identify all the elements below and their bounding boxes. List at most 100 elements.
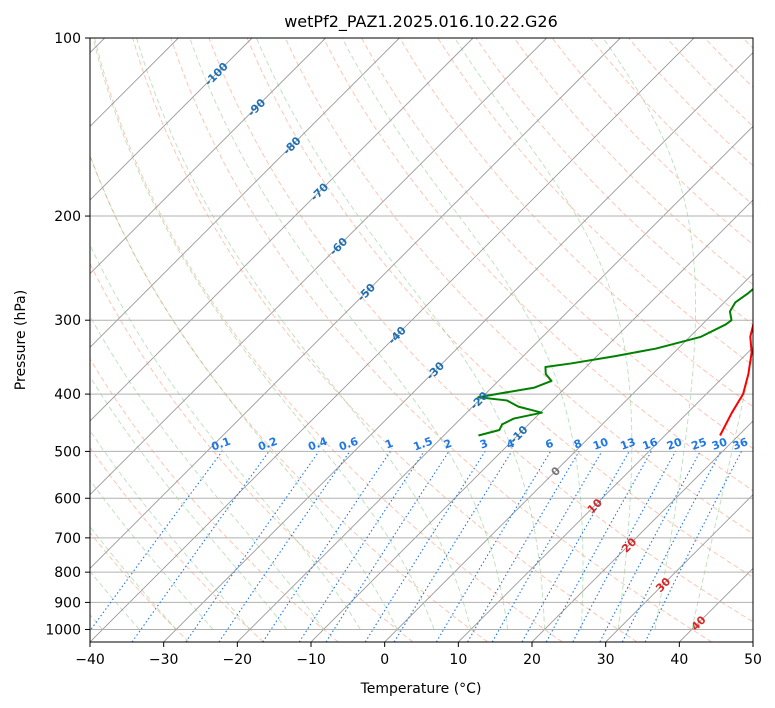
dry-adiabat-line <box>704 38 753 88</box>
dry-adiabat-line <box>284 38 753 535</box>
y-tick-label: 100 <box>54 31 81 47</box>
isotherm-line <box>90 38 400 348</box>
moist-adiabat-line <box>90 315 324 630</box>
isotherm-line <box>90 38 253 201</box>
mixing-ratio-line <box>644 451 742 642</box>
mixing-ratio-line <box>325 451 450 642</box>
y-tick-label: 700 <box>54 531 81 547</box>
y-tick-label: 900 <box>54 595 81 611</box>
isotherm-line <box>605 494 753 642</box>
isotherm-label: -60 <box>327 235 350 258</box>
isotherm-label: -100 <box>202 60 231 89</box>
isotherm-label: 10 <box>585 496 605 516</box>
moist-adiabat-line <box>341 38 584 630</box>
mixing-ratio-label: 0.4 <box>306 435 329 454</box>
isopleth-labels: 0.1 0.2 0.4 0.6 1 1.5 2 3 4 6 8 10 13 16 20 25 30 36-100-… <box>202 60 750 634</box>
moist-adiabat-line <box>255 38 545 630</box>
isotherm-label: -20 <box>468 389 491 412</box>
dry-adiabat-line <box>551 38 753 246</box>
moist-adiabat-line <box>90 526 177 630</box>
isotherm-line <box>163 52 753 642</box>
plot-frame <box>89 37 754 643</box>
dry-adiabat-line <box>170 38 712 642</box>
x-tick-label: 20 <box>523 652 541 668</box>
x-tick-label: −30 <box>149 652 179 668</box>
x-tick-label: 50 <box>744 652 762 668</box>
moist-adiabat-line <box>602 38 697 630</box>
dry-adiabat-line <box>666 38 753 128</box>
isotherm-label: -30 <box>424 359 447 382</box>
mixing-ratio-line <box>90 451 223 632</box>
axis-ticks: −40 −30 −20 −10 0 10 20 30 40 5010009008007006005… <box>45 31 762 668</box>
y-axis-label: Pressure (hPa) <box>13 290 29 390</box>
mixing-ratio-label: 2 <box>442 437 454 452</box>
isotherm-label: 40 <box>689 613 709 633</box>
moist-adiabat-line <box>136 38 472 630</box>
mixing-ratio-line <box>521 451 630 642</box>
isotherm-line <box>679 567 753 642</box>
y-tick-label: 500 <box>54 444 81 460</box>
mixing-ratio-label: 1.5 <box>412 435 435 454</box>
moist-adiabat-line <box>92 38 435 630</box>
dry-adiabat-line <box>90 154 488 642</box>
mixing-ratio-label: 25 <box>690 435 709 452</box>
isotherm-line <box>90 38 474 422</box>
isotherm-line <box>531 420 753 642</box>
dry-adiabat-line <box>90 531 190 642</box>
isotherm-label: -50 <box>355 281 378 304</box>
dry-adiabat-line <box>399 38 753 408</box>
sounding-profiles <box>477 287 753 437</box>
y-tick-label: 600 <box>54 491 81 507</box>
mixing-ratio-line <box>545 451 652 642</box>
y-tick-label: 400 <box>54 387 81 403</box>
dry-adiabat-line <box>90 446 264 642</box>
mixing-ratio-label: 3 <box>478 437 490 452</box>
dry-adiabat-line <box>589 38 753 206</box>
dry-adiabat-line <box>322 38 753 492</box>
y-tick-label: 1000 <box>45 622 81 638</box>
dry-adiabat-line <box>742 38 753 49</box>
moist-adiabat-line <box>90 243 361 630</box>
isotherm-label: -90 <box>245 96 268 119</box>
mixing-ratio-line <box>435 451 552 642</box>
mixing-ratio-line <box>262 451 391 642</box>
isotherm-line <box>384 273 753 642</box>
mixing-ratio-label: 4 <box>505 437 517 452</box>
mixing-ratio-line <box>185 451 320 642</box>
dry-adiabat-line <box>246 38 753 578</box>
dewpoint-profile-line <box>477 287 753 437</box>
dry-adiabat-line <box>132 38 638 642</box>
mixing-ratio-label: 10 <box>591 435 610 453</box>
moist-adiabat-line <box>90 479 214 630</box>
background-grid <box>90 38 753 642</box>
dry-adiabat-line <box>437 38 753 367</box>
dry-adiabat-line <box>208 38 753 623</box>
isotherm-line <box>90 38 621 569</box>
mixing-ratio-label: 0.6 <box>337 435 360 454</box>
x-axis-label: Temperature (°C) <box>360 681 482 697</box>
mixing-ratio-line <box>218 451 351 642</box>
moist-adiabat-line <box>189 38 509 630</box>
y-tick-label: 800 <box>54 565 81 581</box>
mixing-ratio-label: 36 <box>731 435 750 453</box>
dry-adiabat-line <box>90 357 339 642</box>
mixing-ratio-line <box>467 451 580 642</box>
mixing-ratio-label: 16 <box>641 435 660 453</box>
isotherm-label: 0 <box>549 464 564 479</box>
mixing-ratio-line <box>393 451 513 642</box>
mixing-ratio-line <box>131 451 270 642</box>
isotherm-line <box>310 199 753 642</box>
isotherm-line <box>90 38 695 642</box>
mixing-ratio-label: 13 <box>619 435 638 452</box>
x-tick-label: 10 <box>449 652 467 668</box>
mixing-ratio-label: 20 <box>665 435 684 453</box>
isotherm-label: 30 <box>653 575 673 595</box>
x-tick-label: 30 <box>597 652 615 668</box>
dry-adiabat-line <box>94 38 563 642</box>
isotherm-label: -80 <box>280 134 303 157</box>
temperature-profile-line <box>719 321 753 436</box>
mixing-ratio-label: 30 <box>710 435 729 453</box>
y-tick-label: 200 <box>54 209 81 225</box>
moist-adiabat-line <box>90 429 251 630</box>
x-tick-label: −40 <box>75 652 105 668</box>
